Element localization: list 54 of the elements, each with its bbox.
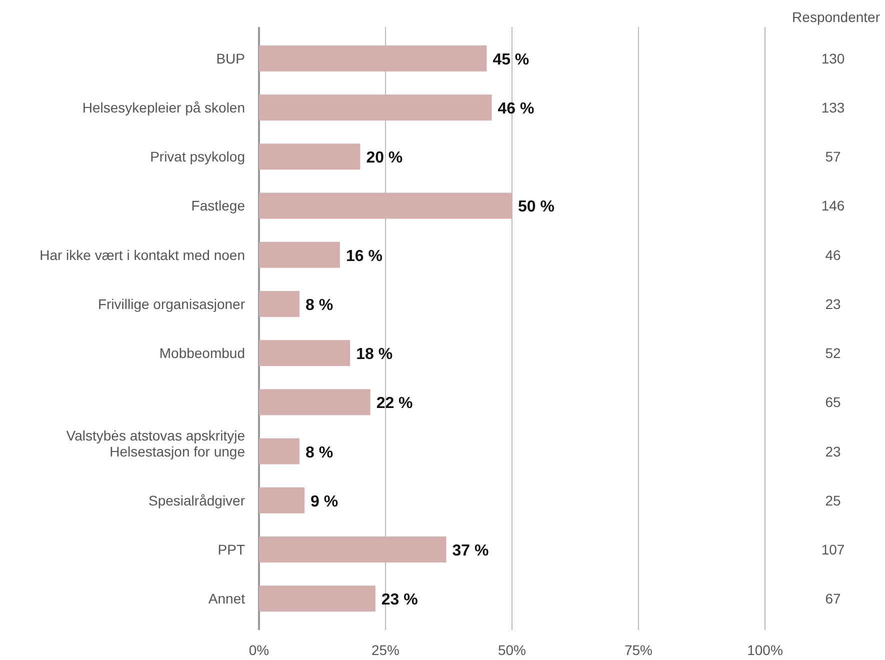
bar [259,487,305,514]
y-tick-label: Helsestasjon for unge [110,443,246,460]
y-tick-label: Mobbeombud [159,345,245,362]
y-tick-label: PPT [218,541,246,558]
y-tick-label: Helsesykepleier på skolen [82,100,245,116]
text: 46 [825,246,841,263]
data-label: 46 % [498,100,534,118]
data-label: 37 % [452,542,489,560]
text: 67 [825,590,841,607]
data-label: 20 % [366,150,403,167]
y-tick-label: Fastlege [191,198,246,214]
x-tick-label: 50% [498,642,526,658]
x-tick-label: 75% [624,642,653,658]
y-tick-label: Spesialrådgiver [148,492,246,508]
y-tick-label: Har ikke vært i kontakt med noen [40,246,245,263]
data-label: 22 % [376,395,413,412]
x-tick-label: 100% [747,642,783,658]
bar [259,340,350,366]
text: 130 [821,50,845,66]
text: 52 [825,345,841,362]
text: Respondenter [792,9,880,25]
bar [259,144,360,170]
bar [259,536,446,562]
y-tick-label: Frivillige organisasjoner [98,296,246,312]
text: 133 [821,100,845,116]
text: 107 [821,541,845,558]
data-label: 8 % [305,296,334,314]
bar [259,242,340,268]
data-label: 50 % [518,198,554,216]
y-tick-label: Privat psykolog [150,148,245,165]
text: 23 [825,296,841,312]
bar [259,438,300,464]
text: 57 [825,148,841,165]
data-label: 8 % [305,444,334,462]
y-tick-label: Annet [208,590,246,607]
x-tick-label: 0% [248,642,270,658]
text: Valstybės atstovas apskrityje [66,427,246,444]
bar [259,290,300,317]
y-tick-label: BUP [216,50,245,66]
data-label: 18 % [356,346,393,364]
text: 23 [825,443,841,460]
bar [259,586,376,612]
text: 146 [821,198,845,214]
data-label: 23 % [381,592,418,609]
bar [259,192,512,219]
data-label: 9 % [310,493,338,510]
data-label: 16 % [346,248,382,265]
bar [259,389,370,416]
bar [259,45,487,72]
bar [259,94,492,121]
data-label: 45 % [492,51,530,68]
text: 25 [825,492,841,508]
x-tick-label: 25% [371,642,400,658]
text: 65 [825,394,841,410]
